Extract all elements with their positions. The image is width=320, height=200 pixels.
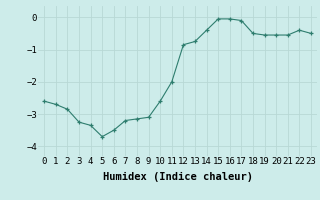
X-axis label: Humidex (Indice chaleur): Humidex (Indice chaleur) bbox=[103, 172, 252, 182]
